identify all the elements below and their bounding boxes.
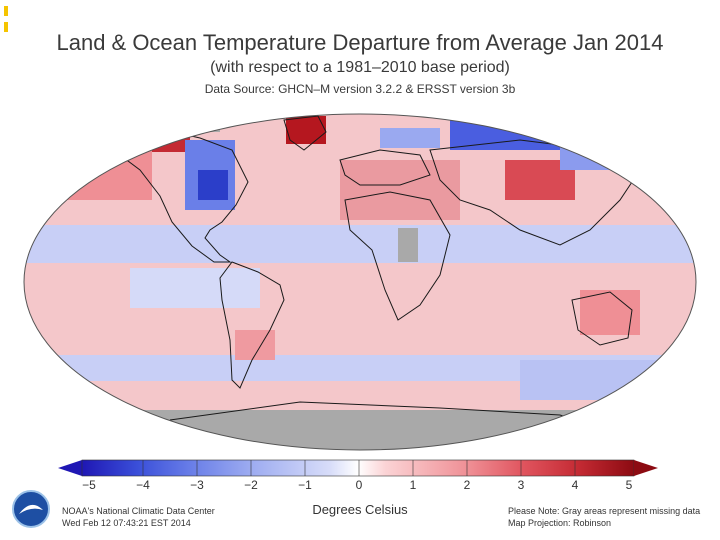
colorbar-tick-marks	[142, 460, 576, 476]
colorbar-tick: 0	[355, 478, 363, 492]
colorbar-tick: −4	[136, 478, 150, 492]
anomaly-field	[24, 114, 696, 450]
colorbar-tick: 4	[571, 478, 579, 492]
footer-timestamp: Wed Feb 12 07:43:21 EST 2014	[62, 518, 191, 528]
southern-ocean-cool-patch	[520, 360, 680, 400]
colorbar-tick: −3	[190, 478, 204, 492]
east-asia-cool-anomaly	[560, 140, 620, 170]
east-pacific-cool-patch	[130, 268, 260, 308]
map-border	[23, 113, 697, 451]
europe-warm-anomaly	[340, 160, 460, 220]
colorbar-max-arrow	[634, 460, 658, 476]
colorbar-min-arrow	[58, 460, 82, 476]
colorbar-tick: −1	[298, 478, 312, 492]
north-america-outline	[119, 129, 249, 263]
arctic-missing-data-west	[24, 114, 220, 132]
footer-missing-data-note: Please Note: Gray areas represent missin…	[508, 506, 701, 516]
colorbar-unit-label: Degrees Celsius	[312, 502, 408, 517]
slide-edge-marks	[4, 6, 10, 36]
alaska-warm-anomaly	[110, 126, 190, 152]
australia-outline	[571, 291, 633, 346]
colorbar-tick: 5	[625, 478, 633, 492]
colorbar-tick: −2	[244, 478, 258, 492]
africa-outline	[344, 191, 451, 321]
map-subtitle: (with respect to a 1981–2010 base period…	[210, 59, 510, 76]
colorbar-tick: 1	[409, 478, 417, 492]
antarctic-missing-data	[24, 410, 696, 450]
arctic-missing-data-east	[600, 114, 696, 150]
colorbar	[81, 459, 635, 477]
noaa-logo-icon	[12, 490, 50, 528]
scandinavia-cool-anomaly	[380, 128, 440, 148]
greenland-warm-anomaly	[286, 116, 326, 144]
colorbar-tick: 3	[517, 478, 525, 492]
data-source: Data Source: GHCN–M version 3.2.2 & ERSS…	[204, 82, 516, 96]
colorbar-tick: −5	[82, 478, 96, 492]
colorbar-tick-labels: −5 −4 −3 −2 −1 0 1 2 3 4 5	[0, 478, 720, 498]
footer-org: NOAA's National Climatic Data Center	[62, 506, 215, 516]
map-title: Land & Ocean Temperature Departure from …	[56, 30, 664, 55]
tropical-cool-band	[24, 225, 696, 263]
europe-outline	[339, 149, 431, 186]
south-america-outline	[219, 261, 285, 389]
great-lakes-cold-anomaly	[198, 170, 228, 200]
noaa-bird-icon	[19, 504, 43, 514]
colorbar-tick: 2	[463, 478, 471, 492]
footer-projection: Map Projection: Robinson	[508, 518, 612, 528]
greenland-outline	[283, 115, 327, 151]
africa-missing-data	[398, 228, 418, 262]
